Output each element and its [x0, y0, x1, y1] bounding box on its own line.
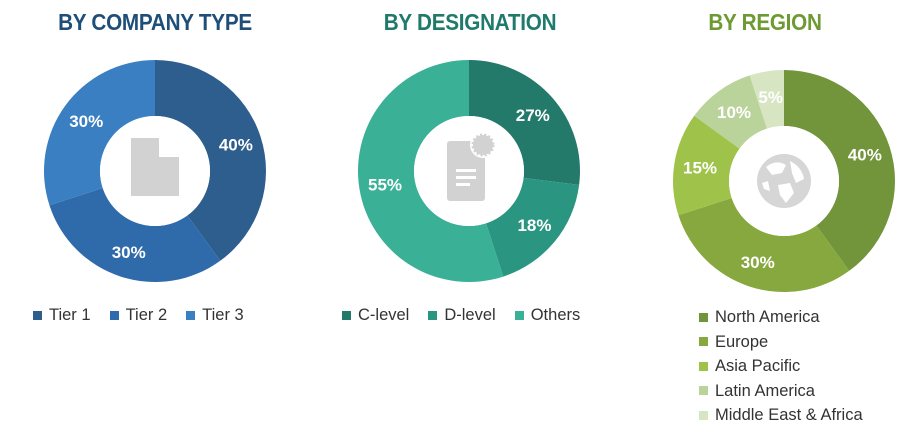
legend-swatch — [699, 386, 708, 396]
chart-title: BY DESIGNATION — [383, 9, 557, 35]
legend-item: D-level — [428, 306, 496, 325]
region-donut: 40% 30% 15% 10% 5% — [673, 70, 895, 292]
legend-label: Others — [530, 306, 581, 324]
donut-slice-c-level — [469, 60, 580, 185]
legend-label: Tier 1 — [49, 306, 91, 324]
designation-legend: C-level D-level Others — [342, 306, 599, 325]
legend-swatch — [514, 311, 524, 320]
building-icon — [131, 138, 179, 196]
globe-icon — [757, 154, 811, 208]
legend-item: Tier 1 — [33, 306, 91, 325]
slice-data-label: 30% — [112, 243, 146, 262]
legend-label: C-level — [358, 306, 410, 324]
donut-slice-latin-america — [694, 75, 768, 149]
slice-data-label: 30% — [741, 253, 775, 272]
legend-label: Tier 3 — [202, 306, 244, 324]
legend-label: Middle East & Africa — [715, 406, 863, 424]
donut-slice-middle-east-africa — [749, 70, 784, 129]
donut-slice-others — [357, 60, 504, 282]
legend-label: D-level — [444, 306, 496, 324]
region-legend: North America Europe Asia Pacific Latin … — [699, 305, 863, 428]
chart-title: BY REGION — [708, 9, 822, 35]
legend-item: Europe — [699, 330, 863, 355]
legend-label: Latin America — [715, 381, 815, 400]
donut-slice-d-level — [485, 177, 580, 277]
legend-item: Latin America — [699, 379, 863, 404]
slice-data-label: 27% — [516, 106, 550, 125]
certificate-document-icon — [447, 132, 496, 201]
company-type-donut: 40% 30% 30% — [43, 60, 266, 282]
legend-item: C-level — [342, 306, 409, 325]
legend-item: Tier 2 — [109, 306, 168, 325]
slice-data-label: 30% — [69, 112, 103, 131]
chart-title: BY COMPANY TYPE — [58, 9, 252, 35]
legend-swatch — [342, 311, 351, 320]
region-panel: BY REGION 40% 30% 15% 10% 5% North America E… — [630, 0, 900, 428]
donut-slice-tier-1 — [155, 60, 266, 261]
donut-slice-europe — [678, 197, 850, 292]
designation-donut: 27% 18% 55% — [357, 60, 580, 282]
legend-swatch — [699, 312, 708, 322]
legend-swatch — [186, 311, 196, 320]
donut-slice-tier-3 — [43, 60, 155, 206]
legend-swatch — [699, 410, 708, 420]
designation-panel: BY DESIGNATION 27% 18% 55% C-level D-level O… — [310, 0, 630, 428]
legend-label: Asia Pacific — [715, 357, 801, 375]
donut-slice-asia-pacific — [673, 115, 740, 216]
legend-swatch — [428, 311, 438, 320]
slice-data-label: 55% — [368, 175, 402, 194]
legend-swatch — [699, 337, 708, 347]
donut-slice-north-america — [784, 70, 895, 271]
slice-data-label: 15% — [683, 159, 717, 178]
legend-item: Others — [514, 306, 581, 325]
company-type-panel: BY COMPANY TYPE 40% 30% 30% Tier 1 Tier 2 Ti… — [0, 0, 310, 428]
legend-label: North America — [715, 308, 820, 326]
legend-swatch — [33, 311, 42, 320]
legend-swatch — [109, 311, 119, 320]
company-type-legend: Tier 1 Tier 2 Tier 3 — [33, 306, 263, 325]
legend-label: Europe — [715, 332, 769, 351]
slice-data-label: 10% — [717, 103, 751, 122]
donut-slice-tier-2 — [49, 187, 221, 282]
slice-data-label: 18% — [517, 216, 551, 235]
slice-data-label: 5% — [758, 88, 783, 107]
legend-item: Tier 3 — [186, 306, 244, 325]
slice-data-label: 40% — [848, 146, 882, 165]
legend-item: Middle East & Africa — [699, 403, 863, 428]
slice-data-label: 40% — [219, 136, 253, 155]
legend-item: North America — [699, 305, 863, 330]
legend-label: Tier 2 — [125, 306, 168, 324]
legend-item: Asia Pacific — [699, 354, 863, 379]
legend-swatch — [699, 361, 708, 371]
